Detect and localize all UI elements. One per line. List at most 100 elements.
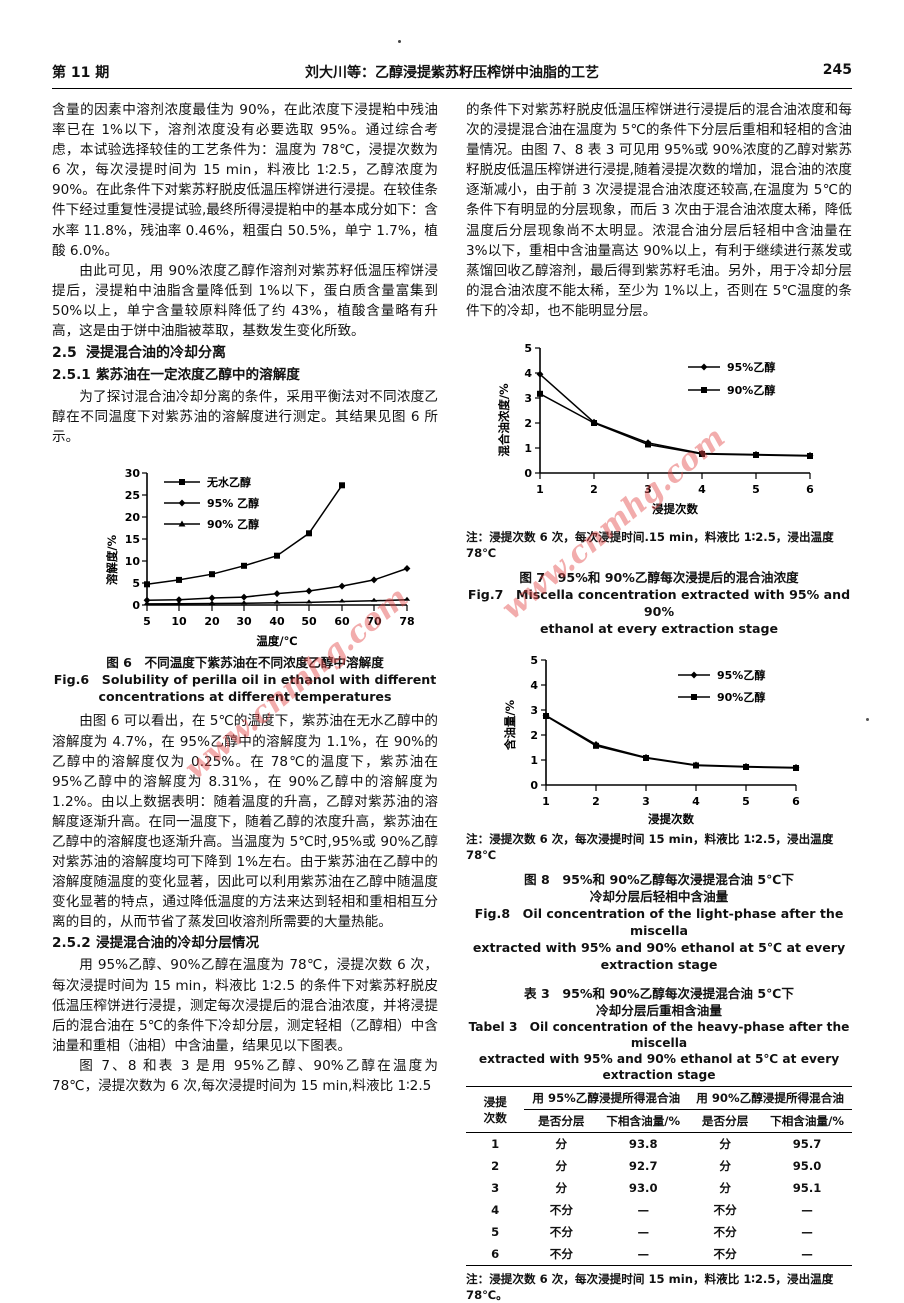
- fig6-xtick: 40: [269, 615, 285, 628]
- table-3-col-header-stage: 浸提 次数: [466, 1087, 524, 1133]
- fig8-ytick: 1: [530, 754, 538, 767]
- table-3-sub-header-row: 是否分层 下相含油量/% 是否分层 下相含油量/%: [466, 1110, 852, 1133]
- figure-8-caption: 图 8 95%和 90%乙醇每次浸提混合油 5℃下 冷却分层后轻相中含油量 Fi…: [466, 871, 852, 973]
- cell-95-split: 分: [555, 1137, 568, 1152]
- fig8-legend-label-1: 90%乙醇: [717, 690, 765, 704]
- fig7-ytick: 0: [524, 467, 532, 480]
- cell-stage: 1: [491, 1137, 500, 1152]
- fig8-markers-90: [543, 713, 799, 772]
- cell-stage: 2: [491, 1159, 500, 1174]
- figure-7-plot: 混合油浓度/% 5 4 3 2 1 0: [497, 342, 814, 516]
- cell-95-split: 分: [555, 1181, 568, 1196]
- cell-90-split: 不分: [713, 1247, 737, 1262]
- figure-8-plot: 含油量/% 5 4 3 2 1 0: [503, 654, 800, 826]
- fig8-xtick: 4: [692, 795, 700, 808]
- table-3-caption-cn-1: 表 3 95%和 90%乙醇每次浸提混合油 5℃下: [524, 986, 794, 1002]
- cell-90-split: 分: [719, 1137, 731, 1152]
- table-3-group-header-95: 用 95%乙醇浸提所得混合油: [524, 1086, 689, 1111]
- subsection-number: 2.5.2: [52, 935, 91, 952]
- cell-90-split: 分: [719, 1181, 731, 1196]
- fig7-x-axis-label: 浸提次数: [652, 502, 698, 516]
- page-number: 245: [822, 62, 852, 78]
- cell-90-split: 不分: [713, 1225, 737, 1240]
- table-3-caption-cn-2: 冷却分层后重相含油量: [596, 1003, 722, 1019]
- paragraph-6: 图 7、8 和表 3 是用 95%乙醇、90%乙醇在温度为 78℃，浸提次数为 …: [52, 1057, 438, 1094]
- cell-stage: 4: [491, 1203, 500, 1218]
- figure-8-caption-cn-2: 冷却分层后轻相中含油量: [589, 889, 729, 905]
- fig7-ytick: 2: [524, 417, 532, 430]
- fig8-xtick: 5: [742, 795, 750, 808]
- table-3-subheader-2: 是否分层: [701, 1114, 749, 1129]
- table-3-body: 1 分 93.8 分 95.7 2 分 92.7 分 95.0 3: [466, 1133, 852, 1266]
- header-rule: [52, 88, 852, 89]
- fig7-markers-90: [537, 390, 813, 460]
- figure-8-caption-cn-1: 图 8 95%和 90%乙醇每次浸提混合油 5℃下: [524, 872, 794, 888]
- right-column: 的条件下对紫苏籽脱皮低温压榨饼进行浸提后的混合油浓度和每次的浸提混合油在温度为 …: [466, 100, 852, 1303]
- cell-95-value: 93.8: [628, 1137, 658, 1152]
- figure-8-note: 注：浸提次数 6 次，每次浸提时间 15 min，料液比 1∶2.5，浸出温度 …: [466, 832, 834, 863]
- fig6-ytick: 0: [132, 599, 140, 612]
- scan-speck: [866, 718, 869, 721]
- section-heading-2-5-1: 2.5.1 紫苏油在一定浓度乙醇中的溶解度: [52, 365, 438, 386]
- fig6-ytick: 30: [125, 467, 141, 480]
- cell-90-value: 95.7: [792, 1137, 822, 1152]
- subsection-number: 2.5.1: [52, 367, 91, 384]
- fig8-series-90: [545, 715, 797, 769]
- table-row: 6 不分 — 不分 —: [466, 1243, 852, 1266]
- cell-95-value: —: [637, 1203, 650, 1218]
- fig6-x-axis-label: 温度/℃: [256, 634, 297, 648]
- table-3-caption-en-2: extracted with 95% and 90% ethanol at 5℃…: [478, 1052, 840, 1083]
- fig6-xtick: 5: [143, 615, 151, 628]
- fig7-series-90: [539, 393, 811, 457]
- fig7-xtick: 5: [752, 483, 760, 496]
- cell-95-split: 不分: [549, 1247, 573, 1262]
- fig6-xtick: 20: [204, 615, 220, 628]
- fig7-legend: 95%乙醇 90%乙醇: [688, 360, 775, 397]
- fig6-xtick: 78: [399, 615, 414, 628]
- left-column: 含量的因素中溶剂浓度最佳为 90%，在此浓度下浸提粕中残油率已在 1%以下，溶剂…: [52, 100, 438, 1096]
- fig7-ytick: 4: [524, 367, 532, 380]
- fig7-y-axis-label: 混合油浓度/%: [497, 383, 511, 457]
- fig7-xtick: 2: [590, 483, 598, 496]
- fig8-ytick: 2: [530, 729, 538, 742]
- cell-90-split: 分: [719, 1159, 731, 1174]
- figure-7-caption-cn: 图 7 95%和 90%乙醇每次浸提后的混合油浓度: [519, 570, 799, 586]
- fig8-ytick: 3: [530, 704, 538, 717]
- fig8-xtick: 1: [542, 795, 550, 808]
- issue-number: 第 11 期: [52, 65, 110, 81]
- figure-7-caption: 图 7 95%和 90%乙醇每次浸提后的混合油浓度 Fig.7 Miscella…: [466, 569, 852, 637]
- table-3-block: 表 3 95%和 90%乙醇每次浸提混合油 5℃下 冷却分层后重相含油量 Tab…: [466, 985, 852, 1303]
- cell-90-split: 不分: [713, 1203, 737, 1218]
- table-3-caption-cn: 表 3 95%和 90%乙醇每次浸提混合油 5℃下 冷却分层后重相含油量: [466, 985, 852, 1019]
- fig7-ytick: 5: [524, 342, 532, 355]
- fig6-markers-95: [143, 565, 411, 605]
- figure-6-caption: 图 6 不同温度下紫苏油在不同浓度乙醇中溶解度 Fig.6 Solubility…: [52, 654, 438, 705]
- fig7-xtick: 4: [698, 483, 706, 496]
- paper-page: 第 11 期 刘大川等：乙醇浸提紫苏籽压榨饼中油脂的工艺 245 含量的因素中溶…: [52, 40, 869, 1302]
- fig8-series-95: [545, 714, 797, 769]
- fig7-ytick: 3: [524, 392, 532, 405]
- cell-95-split: 分: [555, 1159, 568, 1174]
- table-3-note: 注：浸提次数 6 次，每次浸提时间 15 min，料液比 1∶2.5，浸出温度 …: [466, 1272, 834, 1303]
- fig7-ytick: 1: [524, 442, 532, 455]
- fig8-ytick: 5: [530, 654, 538, 667]
- fig6-legend-label-0: 无水乙醇: [206, 475, 251, 489]
- figure-8-caption-en-2: extracted with 95% and 90% ethanol at 5℃…: [472, 940, 846, 973]
- table-3-head: 浸提 次数 用 95%乙醇浸提所得混合油 用 90%乙醇浸提所得混合油 是否分层…: [466, 1086, 852, 1133]
- table-3-group-header-90: 用 90%乙醇浸提所得混合油: [688, 1086, 852, 1111]
- cell-95-split: 不分: [549, 1203, 573, 1218]
- fig6-ytick: 15: [125, 533, 140, 546]
- paragraph-4: 由图 6 可以看出，在 5℃的温度下，紫苏油在无水乙醇中的溶解度为 4.7%，在…: [52, 713, 438, 931]
- fig6-xtick: 70: [366, 615, 382, 628]
- table-3-subheader-0: 是否分层: [538, 1114, 585, 1129]
- stage-header-line1: 浸提: [483, 1094, 507, 1109]
- fig6-ytick: 20: [125, 511, 141, 524]
- cell-95-value: —: [637, 1247, 650, 1262]
- cell-95-value: —: [637, 1225, 650, 1240]
- cell-90-value: 95.1: [792, 1181, 822, 1196]
- fig7-legend-label-1: 90%乙醇: [727, 383, 775, 397]
- cell-90-value: 95.0: [792, 1159, 822, 1174]
- table-row: 1 分 93.8 分 95.7: [466, 1133, 852, 1156]
- cell-90-value: —: [801, 1247, 813, 1262]
- fig6-xtick: 60: [334, 615, 350, 628]
